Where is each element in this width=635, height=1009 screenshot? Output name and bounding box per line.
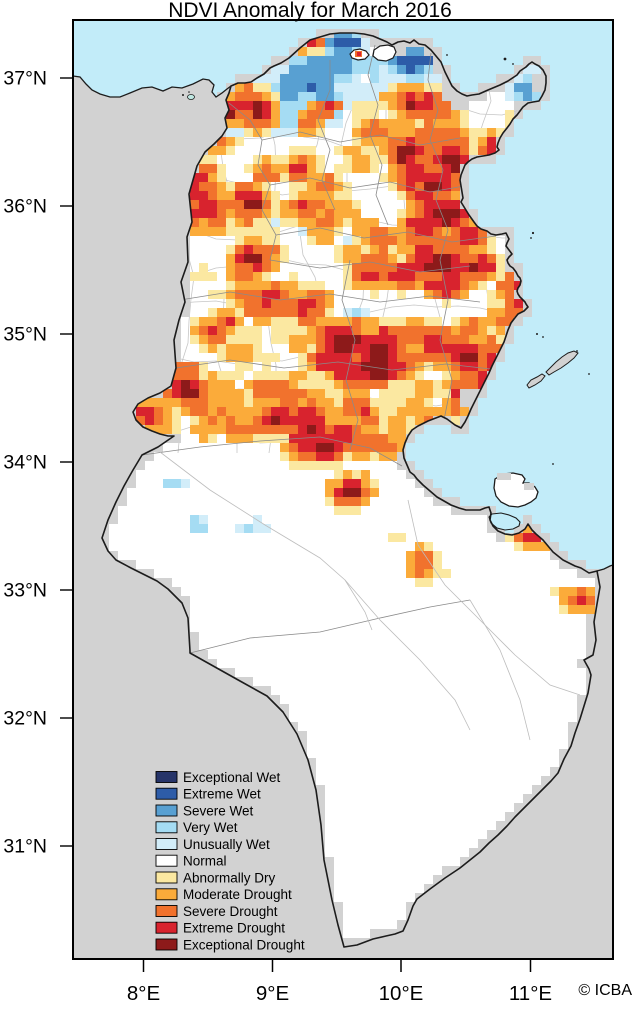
svg-text:37°N: 37°N xyxy=(3,68,47,90)
svg-text:Exceptional Wet: Exceptional Wet xyxy=(183,770,281,785)
svg-text:10°E: 10°E xyxy=(379,982,424,1004)
svg-text:Unusually Wet: Unusually Wet xyxy=(183,837,270,852)
svg-text:9°E: 9°E xyxy=(256,982,289,1004)
svg-text:Extreme Wet: Extreme Wet xyxy=(183,787,261,802)
svg-text:8°E: 8°E xyxy=(127,982,160,1004)
svg-text:Normal: Normal xyxy=(183,854,227,869)
svg-text:Severe Wet: Severe Wet xyxy=(183,803,254,818)
svg-text:Moderate Drought: Moderate Drought xyxy=(183,887,292,902)
svg-text:36°N: 36°N xyxy=(3,196,47,218)
svg-text:32°N: 32°N xyxy=(3,708,47,730)
svg-text:31°N: 31°N xyxy=(3,836,47,858)
svg-text:Very Wet: Very Wet xyxy=(183,820,238,835)
svg-text:Abnormally Dry: Abnormally Dry xyxy=(183,870,276,885)
svg-text:© ICBA: © ICBA xyxy=(578,982,632,999)
svg-text:Exceptional Drought: Exceptional Drought xyxy=(183,937,305,952)
svg-text:33°N: 33°N xyxy=(3,580,47,602)
svg-text:34°N: 34°N xyxy=(3,452,47,474)
svg-text:35°N: 35°N xyxy=(3,324,47,346)
svg-text:11°E: 11°E xyxy=(509,982,552,1004)
svg-text:NDVI Anomaly for March 2016: NDVI Anomaly for March 2016 xyxy=(168,0,452,22)
svg-text:Severe Drought: Severe Drought xyxy=(183,904,278,919)
svg-text:Extreme Drought: Extreme Drought xyxy=(183,921,285,936)
